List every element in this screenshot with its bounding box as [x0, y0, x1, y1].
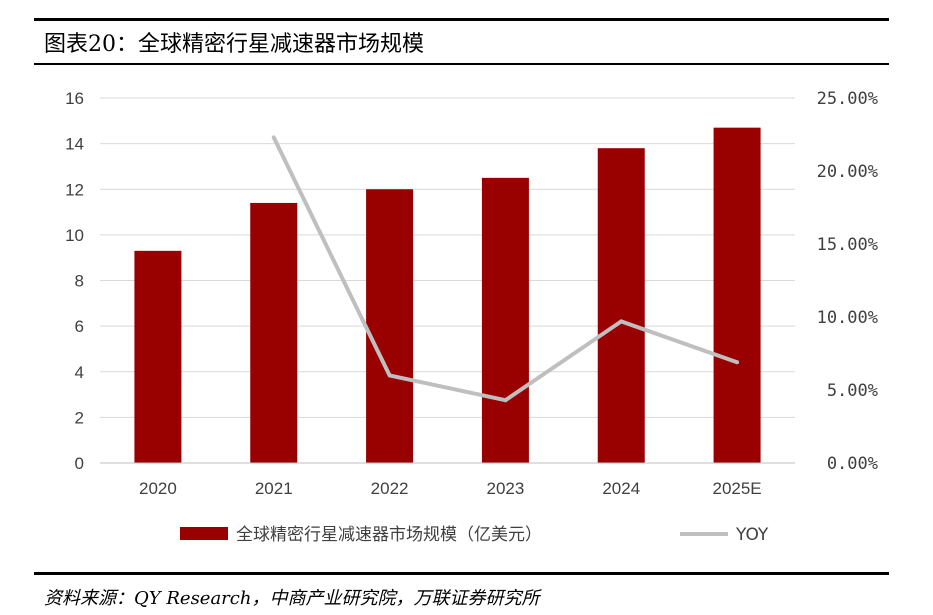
- x-tick-label: 2021: [255, 479, 293, 498]
- yoy-point: [735, 360, 740, 365]
- legend-label-bar: 全球精密行星减速器市场规模（亿美元）: [236, 525, 542, 545]
- x-tick-label: 2023: [487, 479, 525, 498]
- yoy-point: [387, 373, 392, 378]
- yoy-point: [619, 319, 624, 324]
- bar: [597, 148, 645, 463]
- y2-tick-label: 15.00%: [817, 235, 878, 255]
- y-tick-label: 0: [75, 454, 84, 473]
- top-rule: [34, 18, 889, 21]
- y-tick-label: 2: [75, 408, 84, 427]
- chart-title: 图表20：全球精密行星减速器市场规模: [44, 32, 424, 57]
- x-tick-label: 2020: [139, 479, 177, 498]
- x-tick-label: 2025E: [712, 479, 761, 498]
- x-tick-label: 2024: [602, 479, 640, 498]
- legend-swatch-bar: [180, 527, 228, 540]
- y2-tick-label: 10.00%: [817, 308, 878, 328]
- y2-tick-label: 0.00%: [827, 454, 878, 474]
- y-tick-label: 10: [65, 226, 84, 245]
- bar: [134, 250, 182, 463]
- source-note: 资料来源：QY Research，中商产业研究院，万联证券研究所: [44, 588, 540, 609]
- y-tick-label: 8: [75, 272, 84, 291]
- combo-chart: 0 2 4 6 8 10 12 14 16 0.00% 5.00% 10.00% 15.00% 20.00…: [65, 89, 878, 545]
- bottom-rule: [34, 572, 889, 575]
- bar: [366, 189, 414, 463]
- y2-tick-label: 5.00%: [827, 381, 878, 401]
- yoy-point: [503, 398, 508, 403]
- y-tick-label: 16: [65, 89, 84, 108]
- y2-tick-label: 20.00%: [817, 162, 878, 182]
- y-tick-label: 12: [65, 180, 84, 199]
- yoy-point: [271, 135, 276, 140]
- y2-tick-label: 25.00%: [817, 89, 878, 109]
- y-tick-label: 6: [75, 317, 84, 336]
- bar: [250, 202, 298, 463]
- bar: [713, 127, 761, 463]
- y-tick-label: 14: [65, 135, 84, 154]
- legend-label-line: YOY: [735, 525, 769, 545]
- bar: [481, 177, 529, 463]
- x-tick-label: 2022: [371, 479, 409, 498]
- title-underline: [34, 63, 889, 65]
- y-tick-label: 4: [75, 363, 84, 382]
